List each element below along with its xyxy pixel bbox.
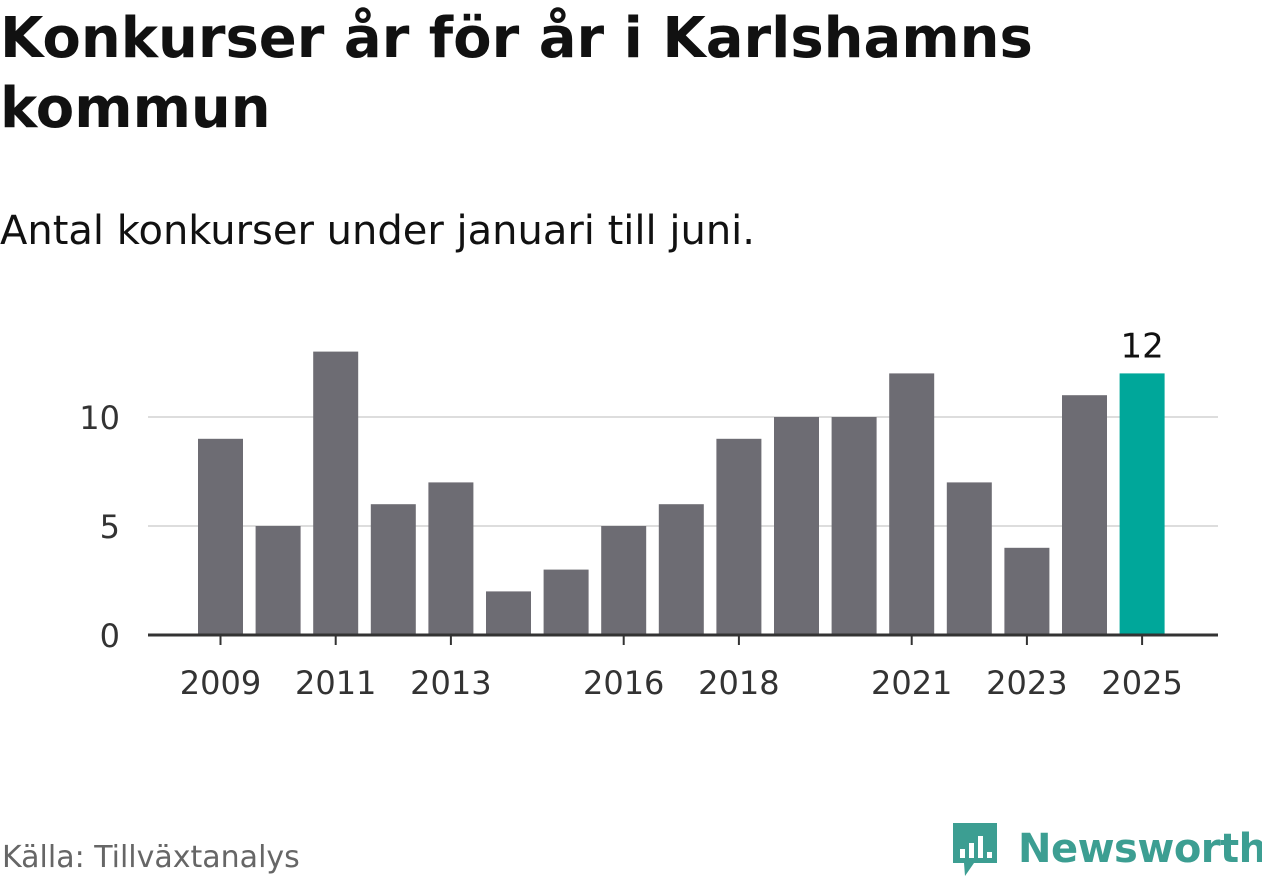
source-note: Källa: Tillväxtanalys [2, 840, 300, 875]
x-axis-tick-labels: 2009 2011 2013 2016 2018 2021 2023 2025 [180, 664, 1183, 702]
data-labels: 12 [1120, 326, 1163, 366]
bar-2013 [428, 482, 474, 635]
x-tick-label-2016: 2016 [583, 664, 664, 702]
x-tick-label-2025: 2025 [1101, 664, 1182, 702]
y-axis-tick-labels: 0 5 10 [79, 399, 120, 655]
x-tick-label-2018: 2018 [698, 664, 779, 702]
y-tick-label-5: 5 [100, 508, 120, 546]
bars [198, 351, 1165, 635]
chart-subtitle: Antal konkurser under januari till juni. [0, 208, 755, 254]
bar-2011 [313, 351, 359, 635]
x-tick-label-2021: 2021 [871, 664, 952, 702]
x-axis [148, 633, 1218, 645]
bar-2018 [716, 438, 762, 635]
bar-2010 [255, 526, 301, 635]
y-tick-label-0: 0 [100, 617, 120, 655]
y-tick-label-10: 10 [79, 399, 120, 437]
bar-2024 [1062, 395, 1107, 635]
x-tick-label-2009: 2009 [180, 664, 261, 702]
bar-chart: 0 5 10 2009 2011 2013 2016 2018 2021 2023 2025 12 [79, 326, 1218, 702]
bar-2009 [198, 438, 243, 635]
bar-2020 [831, 417, 877, 635]
bar-2014 [486, 591, 531, 635]
newsworthy-logo-icon [953, 823, 997, 876]
x-tick-label-2023: 2023 [986, 664, 1067, 702]
bar-2017 [658, 504, 704, 635]
chart-title: Konkurser år för år i Karlshamns kommun [0, 6, 1033, 141]
bar-2025 [1119, 373, 1165, 635]
bar-2021 [889, 373, 935, 635]
x-tick-label-2011: 2011 [295, 664, 376, 702]
data-label-2025: 12 [1120, 326, 1163, 366]
bar-2012 [370, 504, 416, 635]
brand-logo: Newsworthy [950, 819, 1262, 879]
bar-2015 [543, 569, 589, 635]
brand-name: Newsworthy [1018, 826, 1262, 872]
bar-2019 [774, 417, 819, 635]
bar-2016 [601, 526, 647, 635]
bar-2022 [946, 482, 992, 635]
x-tick-label-2013: 2013 [410, 664, 491, 702]
bar-2023 [1004, 547, 1050, 635]
